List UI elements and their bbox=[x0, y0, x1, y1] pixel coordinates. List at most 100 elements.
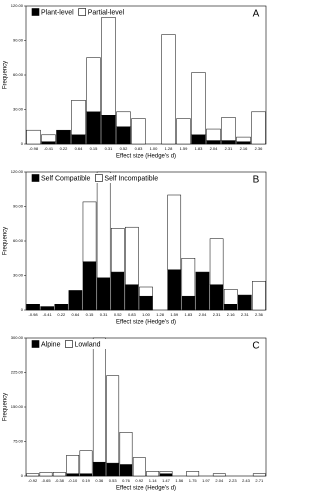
bar bbox=[119, 464, 133, 477]
y-tick-label: 120.00 bbox=[11, 169, 24, 174]
bar bbox=[82, 201, 97, 262]
bar bbox=[167, 269, 182, 311]
x-tick-label: 2.23 bbox=[229, 478, 238, 483]
plot-frame bbox=[25, 337, 267, 477]
bar bbox=[116, 111, 131, 128]
bar bbox=[223, 289, 238, 305]
y-tick-label: 0 bbox=[21, 141, 24, 146]
y-axis-label: Frequency bbox=[3, 61, 9, 89]
legend-swatch bbox=[95, 174, 103, 182]
bar bbox=[223, 304, 238, 311]
x-tick-label: 1.97 bbox=[202, 478, 211, 483]
x-tick-label: -0.38 bbox=[55, 478, 65, 483]
bar bbox=[252, 281, 266, 311]
bar bbox=[131, 118, 146, 145]
x-tick-label: 0.83 bbox=[135, 146, 144, 151]
bar bbox=[159, 473, 173, 477]
bar bbox=[139, 286, 153, 297]
bar bbox=[186, 471, 200, 477]
x-tick-label: 1.14 bbox=[149, 478, 158, 483]
y-tick-label: 30.00 bbox=[13, 107, 24, 112]
bar bbox=[56, 129, 71, 145]
x-tick-label: -0.41 bbox=[43, 312, 53, 317]
legend-swatch bbox=[31, 8, 40, 16]
x-tick-label: 2.43 bbox=[242, 478, 251, 483]
y-tick-label: 30.00 bbox=[13, 273, 24, 278]
x-tick-label: 1.28 bbox=[165, 146, 174, 151]
x-tick-label: 1.59 bbox=[170, 312, 179, 317]
bar bbox=[40, 306, 54, 311]
x-tick-label: 0.15 bbox=[90, 146, 99, 151]
legend-label: Lowland bbox=[74, 341, 100, 348]
x-tick-label: -0.98 bbox=[29, 146, 39, 151]
x-tick-label: 2.16 bbox=[240, 146, 249, 151]
y-tick-label: 90.00 bbox=[13, 38, 24, 43]
x-tick-label: 1.83 bbox=[184, 312, 193, 317]
bar bbox=[125, 284, 139, 311]
x-tick-label: -0.65 bbox=[41, 478, 51, 483]
bar bbox=[71, 100, 86, 136]
x-tick-label: 1.28 bbox=[156, 312, 165, 317]
y-tick-label: 75.00 bbox=[13, 439, 24, 444]
x-tick-label: 0.52 bbox=[120, 146, 129, 151]
x-tick-label: 2.04 bbox=[210, 146, 219, 151]
x-tick-label: 2.31 bbox=[225, 146, 234, 151]
legend-label: Self Incompatible bbox=[104, 175, 158, 182]
chart: 0 30.00 60.00 90.00 120.00 -0.98 -0.41 0.22 0.64… bbox=[3, 3, 267, 492]
bar bbox=[92, 337, 106, 463]
bar bbox=[96, 171, 111, 279]
y-tick-label: 0 bbox=[21, 307, 24, 312]
bar bbox=[212, 473, 226, 477]
legend-swatch bbox=[31, 174, 40, 182]
bar bbox=[132, 457, 146, 477]
legend-swatch bbox=[78, 8, 86, 16]
x-tick-label: 0.92 bbox=[135, 478, 144, 483]
bar bbox=[41, 134, 56, 142]
bar bbox=[116, 126, 131, 145]
x-tick-label: 0.15 bbox=[86, 312, 95, 317]
legend-label: Alpine bbox=[41, 341, 61, 348]
x-tick-label: 1.59 bbox=[180, 146, 189, 151]
x-tick-label: 0.76 bbox=[122, 478, 131, 483]
bar bbox=[176, 118, 191, 145]
x-tick-label: 0.19 bbox=[82, 478, 91, 483]
x-tick-label: 2.31 bbox=[241, 312, 250, 317]
bar bbox=[146, 471, 160, 477]
y-tick-label: 120.00 bbox=[11, 3, 24, 8]
x-tick-label: 2.04 bbox=[215, 478, 224, 483]
y-tick-label: 90.00 bbox=[13, 204, 24, 209]
bar bbox=[68, 290, 83, 311]
legend-label: Self Compatible bbox=[41, 175, 91, 182]
bar bbox=[54, 304, 69, 311]
y-tick-label: 225.00 bbox=[11, 370, 24, 375]
bar bbox=[52, 472, 66, 477]
bar bbox=[110, 271, 125, 311]
bar bbox=[92, 461, 106, 477]
bar bbox=[96, 277, 111, 311]
legend-box bbox=[30, 339, 148, 349]
bar bbox=[236, 136, 251, 142]
x-tick-label: 0.52 bbox=[114, 312, 123, 317]
bar bbox=[139, 295, 153, 311]
bar bbox=[26, 129, 41, 145]
bar bbox=[39, 472, 53, 477]
bar bbox=[79, 473, 93, 477]
y-tick-label: 60.00 bbox=[13, 238, 24, 243]
y-tick-label: 150.00 bbox=[11, 404, 24, 409]
x-tick-label: 1.75 bbox=[189, 478, 198, 483]
bar bbox=[161, 34, 176, 145]
bar bbox=[82, 261, 97, 311]
x-tick-label: 0.31 bbox=[100, 312, 109, 317]
bar bbox=[209, 238, 224, 285]
bar bbox=[106, 375, 120, 464]
x-tick-label: 2.31 bbox=[213, 312, 222, 317]
x-tick-label: -0.98 bbox=[28, 312, 38, 317]
bar bbox=[119, 432, 133, 465]
bar bbox=[206, 140, 221, 145]
bar bbox=[101, 115, 116, 145]
bar bbox=[191, 72, 206, 136]
y-tick-label: 300.00 bbox=[11, 335, 24, 340]
bar bbox=[252, 473, 266, 477]
x-tick-label: 0.83 bbox=[128, 312, 137, 317]
